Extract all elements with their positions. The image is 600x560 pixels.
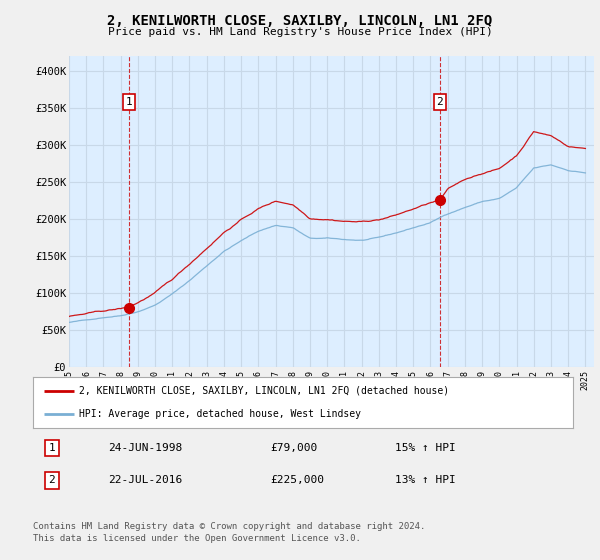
- Text: Price paid vs. HM Land Registry's House Price Index (HPI): Price paid vs. HM Land Registry's House …: [107, 27, 493, 37]
- Text: 24-JUN-1998: 24-JUN-1998: [109, 443, 183, 453]
- Text: 15% ↑ HPI: 15% ↑ HPI: [395, 443, 455, 453]
- Text: 2: 2: [49, 475, 55, 486]
- Text: 1: 1: [49, 443, 55, 453]
- Text: 2, KENILWORTH CLOSE, SAXILBY, LINCOLN, LN1 2FQ (detached house): 2, KENILWORTH CLOSE, SAXILBY, LINCOLN, L…: [79, 386, 449, 396]
- Text: This data is licensed under the Open Government Licence v3.0.: This data is licensed under the Open Gov…: [33, 534, 361, 543]
- Text: £225,000: £225,000: [271, 475, 325, 486]
- Text: 13% ↑ HPI: 13% ↑ HPI: [395, 475, 455, 486]
- Text: 2, KENILWORTH CLOSE, SAXILBY, LINCOLN, LN1 2FQ: 2, KENILWORTH CLOSE, SAXILBY, LINCOLN, L…: [107, 14, 493, 28]
- Text: HPI: Average price, detached house, West Lindsey: HPI: Average price, detached house, West…: [79, 409, 361, 419]
- Text: Contains HM Land Registry data © Crown copyright and database right 2024.: Contains HM Land Registry data © Crown c…: [33, 522, 425, 531]
- Text: 22-JUL-2016: 22-JUL-2016: [109, 475, 183, 486]
- Text: 1: 1: [125, 97, 132, 107]
- Text: £79,000: £79,000: [271, 443, 318, 453]
- Text: 2: 2: [437, 97, 443, 107]
